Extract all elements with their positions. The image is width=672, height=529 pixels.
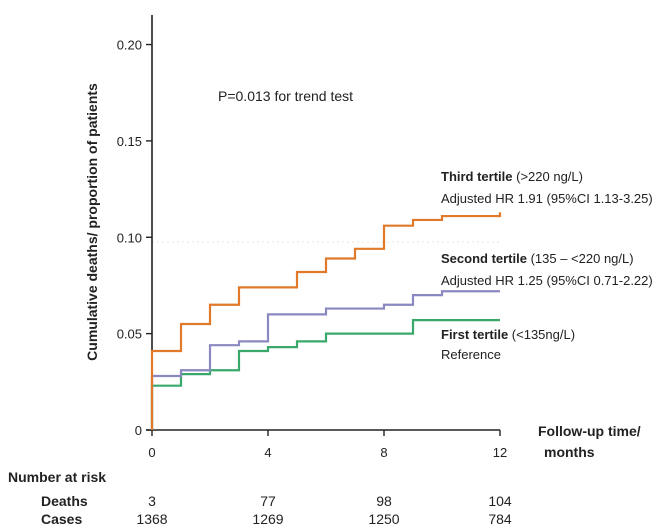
y-tick-label: 0.15 (117, 134, 142, 149)
risk-value-deaths: 77 (260, 493, 276, 509)
series-hr-first: Reference (441, 347, 501, 362)
risk-table-title: Number at risk (8, 469, 106, 485)
series-name-first: First tertile (441, 327, 508, 342)
trend-test-annotation: P=0.013 for trend test (218, 88, 353, 104)
risk-value-cases: 1368 (136, 511, 167, 527)
series-name-third: Third tertile (441, 169, 513, 184)
series-label-second: Second tertile (135 – <220 ng/L) (441, 251, 634, 266)
risk-table-values: 3 77 98 104 1368 1269 1250 784 (136, 493, 511, 527)
x-tick-label: 4 (264, 445, 271, 460)
y-tick-label: 0.05 (117, 327, 142, 342)
risk-value-deaths: 3 (148, 493, 156, 509)
risk-row-label-deaths: Deaths (41, 493, 88, 509)
y-axis-label: Cumulative deaths/ proportion of patient… (84, 83, 100, 361)
x-tick-label: 8 (380, 445, 387, 460)
series-label-first: First tertile (<135ng/L) (441, 327, 575, 342)
y-tick-label: 0.10 (117, 230, 142, 245)
risk-value-cases: 1250 (368, 511, 399, 527)
y-tick-label: 0 (135, 423, 142, 438)
x-axis-label-line2: months (544, 444, 595, 460)
series-label-third: Third tertile (>220 ng/L) (441, 169, 583, 184)
risk-value-cases: 1269 (252, 511, 283, 527)
risk-value-deaths: 98 (376, 493, 392, 509)
series-hr-third: Adjusted HR 1.91 (95%CI 1.13-3.25) (441, 191, 653, 206)
x-axis-label-line1: Follow-up time/ (538, 423, 641, 439)
y-tick-label: 0.20 (117, 38, 142, 53)
series-range-first: (<135ng/L) (508, 327, 575, 342)
x-tick-label: 0 (148, 445, 155, 460)
risk-value-cases: 784 (488, 511, 512, 527)
x-tick-label: 12 (493, 445, 507, 460)
y-ticks: 0 0.05 0.10 0.15 0.20 (117, 38, 152, 438)
x-ticks: 0 4 8 12 (148, 430, 507, 460)
risk-value-deaths: 104 (488, 493, 512, 509)
series-line-third-tertile (150, 212, 502, 430)
series-hr-second: Adjusted HR 1.25 (95%CI 0.71-2.22) (441, 273, 653, 288)
series-line-second-tertile (150, 290, 500, 430)
series-line-first-tertile (150, 319, 500, 430)
risk-row-label-cases: Cases (41, 511, 82, 527)
series-range-third: (>220 ng/L) (513, 169, 583, 184)
series-lines (150, 212, 502, 430)
series-name-second: Second tertile (441, 251, 527, 266)
series-range-second: (135 – <220 ng/L) (527, 251, 634, 266)
